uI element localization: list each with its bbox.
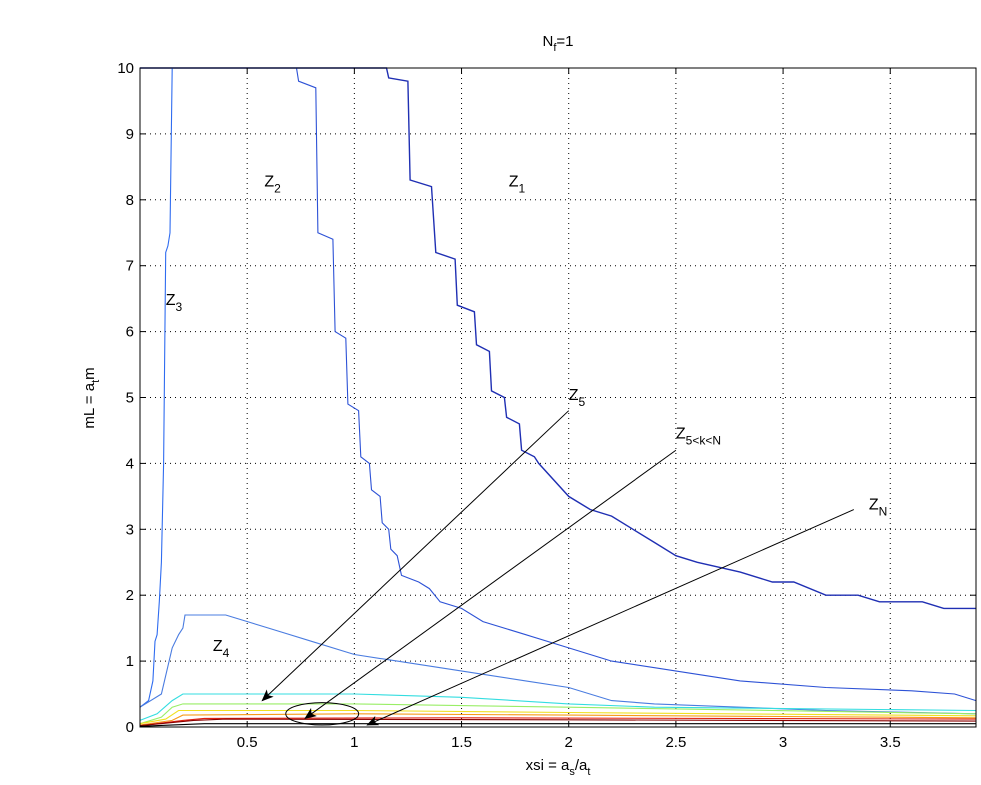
- arrow-z5kn: [304, 449, 677, 720]
- annotation-arrows: [261, 410, 855, 726]
- x-tick-label: 3.5: [880, 734, 901, 751]
- x-tick-label: 1.5: [451, 734, 472, 751]
- contour-line-lightgreen: [139, 703, 977, 725]
- label-z5: Z5: [569, 387, 586, 409]
- y-axis-label: mL = atm: [81, 367, 102, 428]
- label-z3: Z3: [166, 292, 183, 314]
- arrow-z5: [261, 410, 570, 702]
- y-tick-label: 0: [126, 719, 134, 736]
- x-tick-label: 2: [565, 734, 573, 751]
- label-z5kn: Z5<k<N: [676, 425, 721, 447]
- x-tick-label: 1: [350, 734, 358, 751]
- label-zn: ZN: [869, 497, 887, 519]
- y-tick-label: 9: [126, 126, 134, 143]
- y-tick-label: 6: [126, 324, 134, 341]
- y-tick-label: 2: [126, 587, 134, 604]
- x-tick-label: 2.5: [665, 734, 686, 751]
- y-tick-label: 1: [126, 653, 134, 670]
- y-tick-label: 4: [126, 455, 134, 472]
- label-z2: Z2: [264, 174, 281, 196]
- contour-line-z4: [139, 614, 977, 715]
- contour-line-darkred: [139, 718, 977, 727]
- axis-ticks: 0.5 1 1.5 2 2.5 3 3.5 0 1 2 3 4 5 6 7 8 9 10: [117, 60, 976, 751]
- arrow-zn: [366, 509, 855, 726]
- y-tick-label: 5: [126, 390, 134, 407]
- contour-line-orange: [139, 713, 977, 726]
- contour-line-z3: [139, 67, 173, 708]
- contour-line-red: [139, 717, 977, 727]
- contour-line-z2: [295, 67, 977, 702]
- contour-line-z1: [140, 67, 976, 610]
- chart-title: Nf=1: [542, 33, 573, 54]
- x-axis-label: xsi = as/at: [526, 757, 591, 778]
- highlight-ellipse: [285, 702, 360, 726]
- label-z4: Z4: [213, 638, 230, 660]
- y-tick-label: 7: [126, 258, 134, 275]
- x-tick-label: 0.5: [237, 734, 258, 751]
- contour-line-yellow: [139, 709, 977, 725]
- plot-area: [140, 68, 976, 727]
- annotation-labels: Z1 Z2 Z3 Z4 Z5 Z5<k<N ZN: [166, 174, 888, 661]
- contour-line-cyan: [139, 693, 977, 721]
- y-tick-label: 8: [126, 192, 134, 209]
- y-tick-label: 3: [126, 521, 134, 538]
- x-tick-label: 3: [779, 734, 787, 751]
- label-z1: Z1: [509, 174, 526, 196]
- y-tick-label: 10: [117, 60, 134, 77]
